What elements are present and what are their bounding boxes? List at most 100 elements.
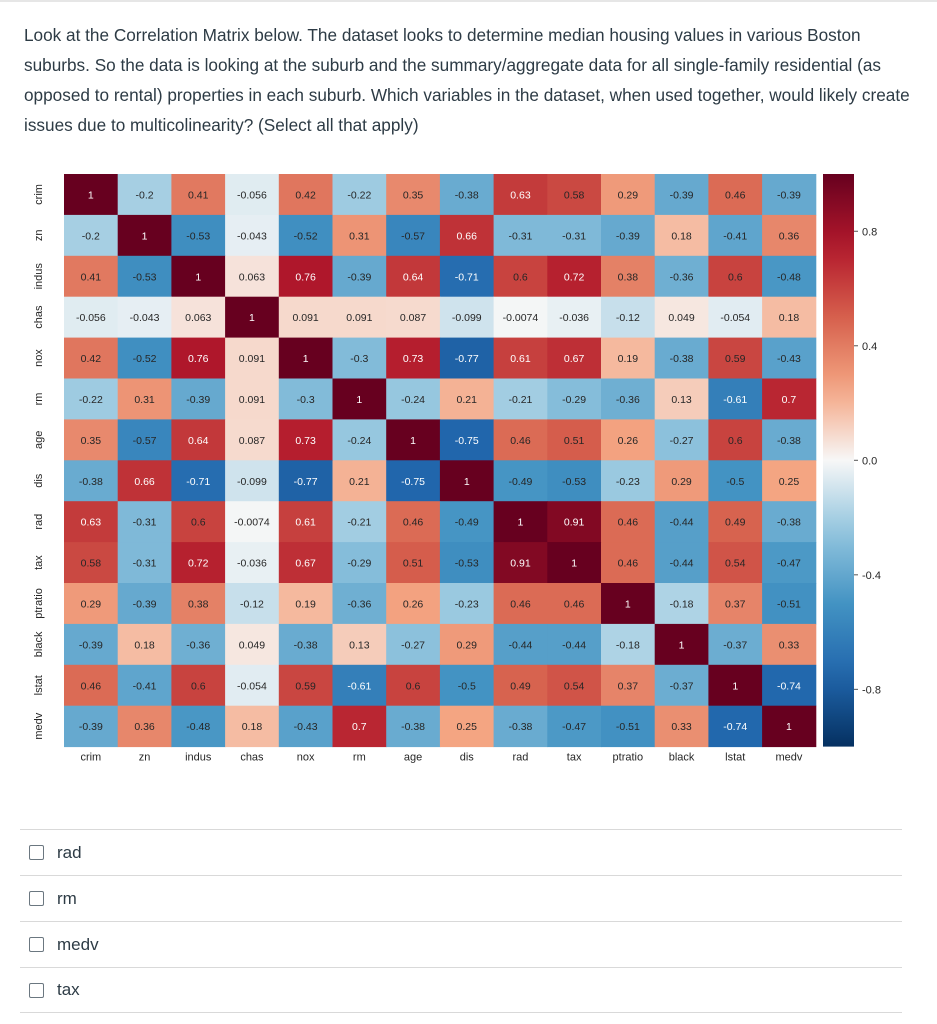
x-tick-label: black bbox=[669, 752, 695, 764]
heatmap-cell-dis-lstat bbox=[708, 460, 763, 502]
checkbox[interactable] bbox=[29, 982, 44, 998]
cell-value-label: 0.51 bbox=[564, 435, 585, 447]
cell-value-label: -0.054 bbox=[720, 312, 750, 324]
cell-value-label: 0.6 bbox=[191, 680, 206, 692]
cell-value-label: -0.39 bbox=[670, 189, 694, 201]
heatmap-cell-zn-ptratio bbox=[601, 214, 656, 257]
heatmap-cell-chas-chas bbox=[225, 296, 280, 339]
cell-value-label: 0.18 bbox=[671, 230, 692, 242]
cell-value-label: 0.41 bbox=[188, 189, 209, 201]
cell-value-label: 1 bbox=[195, 271, 201, 283]
checkbox[interactable] bbox=[29, 937, 44, 952]
answer-option-rm[interactable]: rm bbox=[20, 875, 902, 921]
heatmap-cell-zn-rm bbox=[332, 214, 387, 257]
answer-list: rad rm medv tax bbox=[20, 829, 902, 1013]
answer-option-rad[interactable]: rad bbox=[20, 829, 902, 875]
heatmap-cell-chas-lstat bbox=[708, 296, 763, 339]
heatmap-cell-rm-age bbox=[386, 378, 441, 420]
heatmap-cell-rm-crim bbox=[64, 378, 119, 420]
cell-value-label: 0.66 bbox=[134, 476, 155, 488]
cell-value-label: -0.054 bbox=[237, 680, 267, 692]
cell-value-label: 0.29 bbox=[457, 639, 478, 651]
checkbox[interactable] bbox=[29, 891, 44, 906]
cell-value-label: 0.25 bbox=[779, 476, 800, 488]
cell-value-label: 0.36 bbox=[779, 230, 800, 242]
cell-value-label: -0.23 bbox=[616, 476, 640, 488]
heatmap-cell-crim-age bbox=[386, 174, 441, 216]
heatmap-cell-nox-crim bbox=[64, 337, 119, 379]
heatmap-cell-medv-crim bbox=[64, 705, 119, 748]
heatmap-cell-dis-chas bbox=[225, 460, 280, 502]
heatmap-cell-rm-rad bbox=[493, 378, 548, 420]
cell-value-label: 0.37 bbox=[725, 598, 746, 610]
y-tick-label: dis bbox=[33, 473, 45, 488]
heatmap-cell-indus-zn bbox=[117, 255, 172, 298]
cell-value-label: 0.46 bbox=[510, 435, 531, 447]
cell-value-label: -0.3 bbox=[350, 353, 368, 365]
heatmap-cell-black-nox bbox=[278, 623, 333, 666]
cell-value-label: -0.38 bbox=[777, 517, 801, 529]
cell-value-label: 0.46 bbox=[564, 598, 585, 610]
cell-value-label: 0.29 bbox=[671, 476, 692, 488]
cell-value-label: 0.54 bbox=[725, 558, 746, 570]
cell-value-label: 0.063 bbox=[185, 312, 211, 324]
cell-value-label: 0.049 bbox=[239, 639, 265, 651]
cell-value-label: 0.42 bbox=[295, 189, 316, 201]
heatmap-cell-black-indus bbox=[171, 623, 226, 666]
heatmap-cell-rm-dis bbox=[439, 378, 495, 420]
cell-value-label: 0.66 bbox=[457, 230, 478, 242]
heatmap-cell-tax-tax bbox=[547, 542, 602, 584]
cell-value-label: 0.76 bbox=[295, 271, 316, 283]
answer-option-medv[interactable]: medv bbox=[20, 921, 902, 967]
cell-value-label: 0.41 bbox=[81, 271, 102, 283]
cell-value-label: 0.35 bbox=[81, 435, 102, 447]
cell-value-label: -0.3 bbox=[297, 394, 315, 406]
checkbox[interactable] bbox=[29, 845, 44, 860]
heatmap-cell-ptratio-rm bbox=[332, 583, 387, 625]
heatmap-cell-tax-crim bbox=[64, 542, 119, 584]
cell-value-label: -0.74 bbox=[777, 680, 801, 692]
y-tick-label: zn bbox=[33, 230, 45, 242]
cell-value-label: 0.46 bbox=[725, 189, 746, 201]
heatmap-cell-age-zn bbox=[117, 419, 172, 461]
cell-value-label: -0.44 bbox=[670, 517, 694, 529]
heatmap-cell-dis-black bbox=[654, 460, 709, 502]
cell-value-label: -0.27 bbox=[670, 435, 694, 447]
heatmap-cell-medv-rm bbox=[332, 705, 387, 748]
cell-value-label: -0.31 bbox=[508, 230, 532, 242]
cell-value-label: -0.39 bbox=[79, 639, 103, 651]
cell-value-label: -0.38 bbox=[294, 639, 318, 651]
heatmap-cell-age-dis bbox=[439, 419, 495, 461]
cell-value-label: 0.46 bbox=[403, 517, 424, 529]
answer-option-tax[interactable]: tax bbox=[20, 967, 902, 1013]
heatmap-cell-nox-nox bbox=[278, 337, 333, 379]
heatmap-cell-medv-zn bbox=[117, 705, 172, 748]
cell-value-label: -0.77 bbox=[455, 353, 479, 365]
y-tick-label: crim bbox=[33, 184, 45, 205]
cell-value-label: -0.41 bbox=[133, 680, 157, 692]
heatmap-cell-tax-age bbox=[386, 542, 441, 584]
heatmap-cell-crim-zn bbox=[117, 174, 172, 216]
cell-value-label: 0.42 bbox=[81, 353, 102, 365]
cell-value-label: -0.51 bbox=[616, 721, 640, 733]
heatmap-cell-lstat-chas bbox=[225, 664, 280, 707]
heatmap-cell-indus-chas bbox=[225, 255, 280, 298]
heatmap-cell-zn-chas bbox=[225, 214, 280, 257]
top-divider bbox=[0, 0, 937, 2]
heatmap-cell-nox-age bbox=[386, 337, 441, 379]
x-tick-label: chas bbox=[240, 752, 264, 764]
cell-value-label: 0.13 bbox=[349, 639, 370, 651]
x-tick-label: indus bbox=[185, 752, 212, 764]
cell-value-label: 0.73 bbox=[295, 435, 316, 447]
cell-value-label: -0.49 bbox=[508, 476, 532, 488]
heatmap-cell-lstat-age bbox=[386, 664, 441, 707]
heatmap-cell-chas-zn bbox=[117, 296, 172, 339]
heatmap-cell-rm-indus bbox=[171, 378, 226, 420]
heatmap-cell-age-black bbox=[654, 419, 709, 461]
cell-value-label: 0.18 bbox=[134, 639, 155, 651]
heatmap-cell-chas-medv bbox=[762, 296, 817, 339]
x-tick-label: rm bbox=[353, 752, 366, 764]
cell-value-label: -0.61 bbox=[347, 680, 371, 692]
cell-value-label: -0.53 bbox=[455, 558, 479, 570]
heatmap-cell-dis-dis bbox=[439, 460, 495, 502]
